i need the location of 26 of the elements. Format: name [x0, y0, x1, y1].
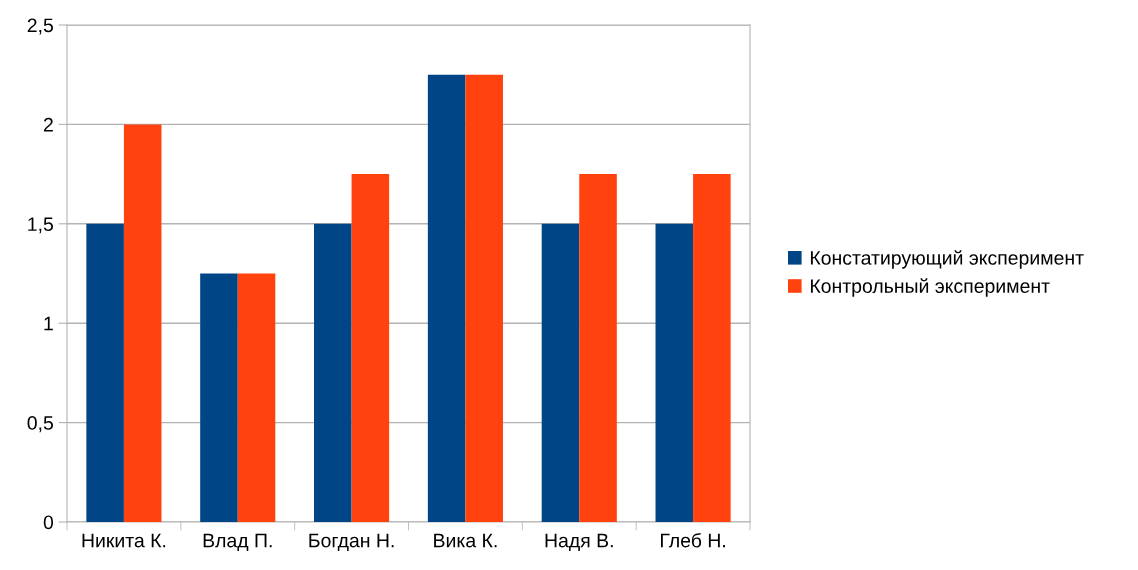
x-tick-label: Глеб Н. [661, 532, 725, 548]
bar [465, 74, 503, 522]
bar [351, 174, 390, 522]
bar [237, 273, 276, 522]
bar [123, 124, 162, 522]
bar [200, 273, 238, 522]
y-tick-label: 2,5 [27, 18, 53, 35]
bar [541, 223, 580, 522]
y-tick-label: 2 [43, 117, 53, 132]
bar [314, 223, 352, 522]
bar [579, 174, 617, 522]
x-tick-label: Богдан Н. [309, 533, 394, 552]
x-tick-label: Влад П. [203, 533, 272, 552]
x-tick-label: Надя В. [545, 533, 613, 552]
legend-label: Констатирующий эксперимент [810, 250, 1084, 269]
bar [86, 223, 124, 522]
y-tick-label: 0,5 [27, 416, 53, 433]
bar [693, 174, 731, 522]
bar [427, 74, 466, 522]
bar [655, 223, 694, 522]
legend-label: Контрольный эксперимент [810, 278, 1050, 297]
y-tick-label: 1 [44, 316, 53, 331]
y-tick-label: 1,5 [28, 217, 53, 234]
x-tick-label: Никита К. [82, 533, 166, 548]
x-tick-label: Вика К. [434, 533, 497, 548]
y-tick-label: 0 [43, 515, 54, 530]
